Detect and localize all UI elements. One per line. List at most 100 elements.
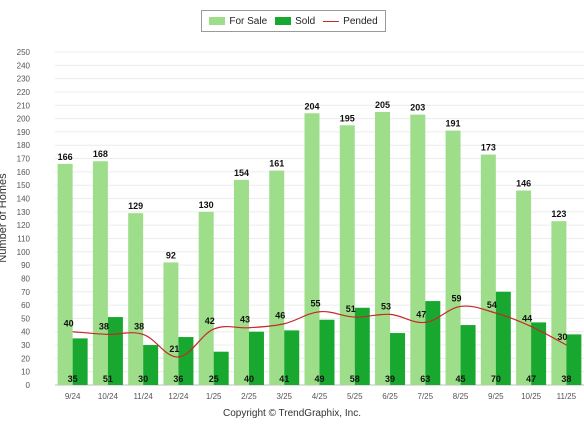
bar-sold [248, 331, 264, 385]
y-tick-label: 70 [21, 288, 30, 297]
legend-item-pended: Pended [323, 15, 378, 27]
bar-sold [425, 301, 441, 385]
data-label-pended: 38 [134, 321, 144, 331]
data-label-pended: 46 [275, 311, 285, 321]
bar-sold [284, 330, 300, 385]
bar-sold [178, 337, 194, 385]
y-tick-label: 10 [21, 368, 30, 377]
y-tick-label: 40 [21, 328, 30, 337]
bar-sold [390, 333, 406, 385]
y-tick-label: 0 [26, 381, 31, 390]
bar-for-sale [410, 114, 426, 385]
data-label-pended: 47 [416, 309, 426, 319]
legend-swatch-sold [275, 17, 292, 25]
copyright-text: Copyright © TrendGraphix, Inc. [223, 408, 361, 419]
legend-swatch-pended [323, 20, 340, 22]
x-tick-label: 9/25 [488, 392, 504, 401]
y-tick-label: 210 [17, 101, 31, 110]
legend-item-sold: Sold [275, 16, 315, 27]
data-label-for-sale: 130 [199, 200, 214, 210]
data-label-pended: 44 [522, 313, 532, 323]
y-axis-title: Number of Homes [0, 173, 9, 263]
y-tick-label: 220 [17, 88, 31, 97]
y-tick-label: 60 [21, 301, 30, 310]
y-tick-label: 150 [17, 181, 31, 190]
data-label-pended: 40 [64, 319, 74, 329]
data-label-sold: 51 [103, 374, 113, 384]
x-tick-label: 3/25 [276, 392, 292, 401]
data-label-sold: 36 [173, 374, 183, 384]
bar-for-sale [198, 211, 214, 385]
y-tick-label: 240 [17, 61, 31, 70]
bar-for-sale [269, 170, 285, 385]
legend-label-for-sale: For Sale [229, 15, 268, 27]
bar-sold [354, 307, 370, 385]
data-label-for-sale: 92 [166, 250, 176, 260]
y-tick-label: 50 [21, 314, 30, 323]
x-tick-label: 11/24 [133, 392, 153, 401]
data-label-for-sale: 146 [516, 179, 531, 189]
x-tick-label: 11/25 [557, 392, 577, 401]
data-label-pended: 43 [240, 315, 250, 325]
y-tick-label: 130 [17, 208, 31, 217]
data-label-sold: 49 [314, 374, 324, 384]
y-tick-label: 230 [17, 75, 31, 84]
data-label-for-sale: 204 [304, 101, 319, 111]
y-tick-label: 160 [17, 168, 31, 177]
data-label-sold: 63 [420, 374, 430, 384]
x-tick-label: 9/24 [65, 392, 81, 401]
data-label-pended: 54 [487, 300, 497, 310]
x-tick-label: 8/25 [453, 392, 469, 401]
data-label-sold: 35 [68, 374, 78, 384]
data-label-for-sale: 195 [340, 113, 355, 123]
data-label-for-sale: 166 [58, 152, 73, 162]
x-tick-label: 10/25 [521, 392, 542, 401]
y-tick-label: 170 [17, 155, 31, 164]
y-tick-label: 30 [21, 341, 30, 350]
bar-sold [213, 351, 229, 385]
data-label-pended: 55 [310, 299, 320, 309]
data-label-for-sale: 205 [375, 100, 390, 110]
data-label-for-sale: 161 [269, 159, 284, 169]
legend-label-pended: Pended [343, 15, 378, 27]
y-tick-label: 120 [17, 221, 31, 230]
bar-for-sale [445, 130, 461, 385]
bar-for-sale [339, 125, 355, 385]
bar-for-sale [516, 190, 532, 385]
y-tick-label: 250 [17, 48, 31, 57]
bar-sold [72, 338, 88, 385]
bar-sold [566, 334, 582, 385]
data-label-for-sale: 129 [128, 201, 143, 211]
x-tick-label: 1/25 [206, 392, 222, 401]
legend: For Sale Sold Pended [201, 10, 386, 32]
data-label-pended: 53 [381, 301, 391, 311]
data-label-sold: 25 [209, 374, 219, 384]
data-label-for-sale: 191 [446, 119, 461, 129]
x-tick-label: 12/24 [168, 392, 189, 401]
data-label-for-sale: 203 [410, 103, 425, 113]
data-label-sold: 30 [138, 374, 148, 384]
data-label-pended: 42 [205, 316, 215, 326]
y-tick-label: 110 [17, 234, 30, 243]
legend-swatch-for-sale [209, 17, 226, 25]
x-tick-label: 10/24 [98, 392, 119, 401]
data-label-pended: 38 [99, 321, 109, 331]
data-label-sold: 41 [279, 374, 289, 384]
bar-for-sale [163, 262, 179, 385]
y-tick-label: 90 [21, 261, 30, 270]
data-label-pended: 59 [452, 293, 462, 303]
data-label-sold: 40 [244, 374, 254, 384]
data-label-pended: 30 [557, 332, 567, 342]
data-label-for-sale: 173 [481, 143, 496, 153]
x-tick-label: 6/25 [382, 392, 398, 401]
x-tick-label: 7/25 [418, 392, 434, 401]
bar-for-sale [233, 179, 249, 385]
data-label-for-sale: 168 [93, 149, 108, 159]
bar-sold [460, 325, 476, 385]
bar-for-sale [304, 113, 320, 385]
x-tick-label: 2/25 [241, 392, 257, 401]
y-tick-label: 80 [21, 274, 30, 283]
data-label-pended: 51 [346, 304, 356, 314]
bar-for-sale [57, 163, 73, 385]
